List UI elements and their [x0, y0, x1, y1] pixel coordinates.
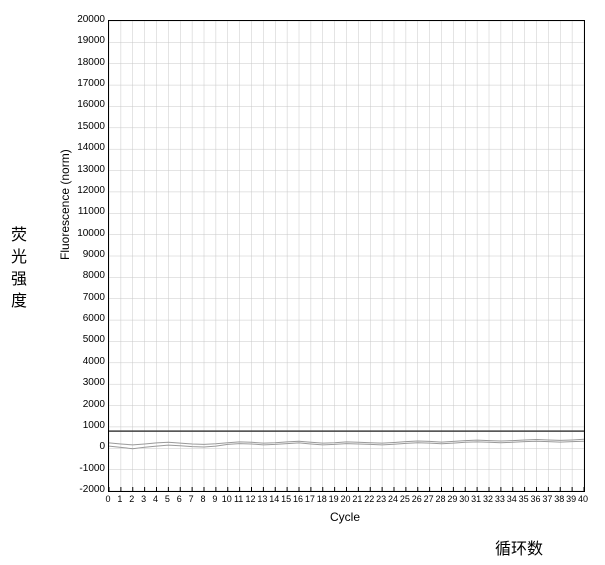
y-tick-label: 13000: [73, 164, 105, 175]
x-tick-label: 40: [577, 494, 589, 504]
x-tick-label: 24: [387, 494, 399, 504]
left-cn-label: 荧光强度: [10, 225, 28, 313]
y-tick-label: 19000: [73, 35, 105, 46]
x-tick-label: 4: [150, 494, 162, 504]
x-tick-label: 34: [506, 494, 518, 504]
x-tick-label: 20: [340, 494, 352, 504]
y-tick-label: 10000: [73, 228, 105, 239]
y-tick-label: 14000: [73, 142, 105, 153]
x-tick-label: 21: [351, 494, 363, 504]
y-tick-label: 18000: [73, 57, 105, 68]
y-tick-label: -2000: [73, 484, 105, 495]
y-tick-label: 11000: [73, 206, 105, 217]
y-tick-label: 5000: [73, 334, 105, 345]
x-tick-label: 0: [102, 494, 114, 504]
plot-area: [108, 20, 585, 492]
x-tick-label: 36: [530, 494, 542, 504]
y-tick-label: 12000: [73, 185, 105, 196]
x-tick-label: 17: [304, 494, 316, 504]
x-tick-label: 25: [399, 494, 411, 504]
x-tick-label: 29: [446, 494, 458, 504]
y-tick-label: 2000: [73, 399, 105, 410]
x-tick-label: 14: [268, 494, 280, 504]
x-tick-label: 35: [518, 494, 530, 504]
y-tick-label: 7000: [73, 292, 105, 303]
x-tick-label: 12: [245, 494, 257, 504]
x-tick-label: 18: [316, 494, 328, 504]
y-tick-label: 1000: [73, 420, 105, 431]
y-tick-label: 4000: [73, 356, 105, 367]
x-tick-label: 11: [233, 494, 245, 504]
x-tick-label: 22: [363, 494, 375, 504]
x-tick-label: 6: [173, 494, 185, 504]
x-tick-label: 5: [161, 494, 173, 504]
y-tick-label: 6000: [73, 313, 105, 324]
y-tick-label: 9000: [73, 249, 105, 260]
x-tick-label: 32: [482, 494, 494, 504]
plot-svg: [109, 21, 584, 491]
x-tick-label: 38: [553, 494, 565, 504]
x-tick-label: 10: [221, 494, 233, 504]
x-tick-label: 31: [470, 494, 482, 504]
y-tick-label: 3000: [73, 377, 105, 388]
x-axis-label: Cycle: [330, 510, 360, 524]
x-tick-label: 16: [292, 494, 304, 504]
x-tick-label: 8: [197, 494, 209, 504]
bottom-cn-label: 循环数: [495, 535, 543, 559]
x-tick-label: 1: [114, 494, 126, 504]
x-tick-label: 30: [458, 494, 470, 504]
y-axis-label: Fluorescence (norm): [58, 149, 72, 260]
y-tick-label: -1000: [73, 463, 105, 474]
x-tick-label: 27: [423, 494, 435, 504]
y-tick-label: 0: [73, 441, 105, 452]
y-tick-label: 8000: [73, 270, 105, 281]
x-tick-label: 28: [435, 494, 447, 504]
y-tick-label: 16000: [73, 99, 105, 110]
x-tick-label: 15: [280, 494, 292, 504]
x-tick-label: 39: [565, 494, 577, 504]
y-tick-label: 17000: [73, 78, 105, 89]
y-tick-label: 20000: [73, 14, 105, 25]
x-tick-label: 2: [126, 494, 138, 504]
y-tick-label: 15000: [73, 121, 105, 132]
x-tick-label: 33: [494, 494, 506, 504]
x-tick-label: 19: [328, 494, 340, 504]
chart-container: 荧光强度 Fluorescence (norm) Cycle 循环数 -2000…: [0, 0, 605, 565]
x-tick-label: 3: [138, 494, 150, 504]
x-tick-label: 37: [541, 494, 553, 504]
x-tick-label: 23: [375, 494, 387, 504]
x-tick-label: 26: [411, 494, 423, 504]
x-tick-label: 9: [209, 494, 221, 504]
x-tick-label: 7: [185, 494, 197, 504]
x-tick-label: 13: [256, 494, 268, 504]
